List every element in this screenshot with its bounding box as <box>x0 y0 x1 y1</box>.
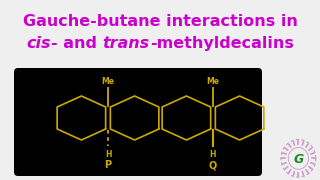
Text: trans: trans <box>103 36 150 51</box>
Text: - and: - and <box>51 36 103 51</box>
Text: P: P <box>104 160 112 170</box>
Text: H: H <box>105 150 111 159</box>
Text: cis: cis <box>27 36 51 51</box>
FancyBboxPatch shape <box>14 68 262 176</box>
Text: Me: Me <box>101 77 115 86</box>
Text: Gauche-butane interactions in: Gauche-butane interactions in <box>23 14 297 29</box>
Text: G: G <box>293 153 304 166</box>
Text: -methyldecalins: -methyldecalins <box>150 36 293 51</box>
Text: H: H <box>210 150 216 159</box>
Text: Q: Q <box>209 160 217 170</box>
Text: Me: Me <box>206 77 220 86</box>
